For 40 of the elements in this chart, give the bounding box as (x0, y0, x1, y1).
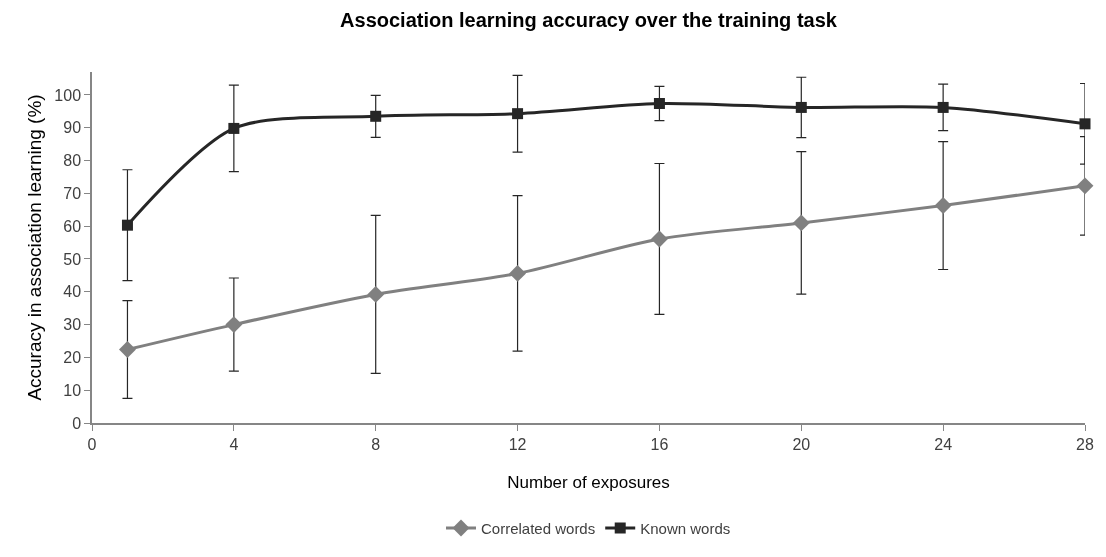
y-tick-label: 60 (63, 217, 82, 235)
y-tick-label: 90 (63, 119, 82, 137)
x-tick-label: 24 (934, 435, 953, 453)
y-axis-title: Accuracy in association learning (%) (23, 94, 45, 401)
point (121, 219, 133, 231)
x-tick-label: 8 (371, 435, 381, 453)
point (512, 108, 524, 120)
y-tick-label: 0 (72, 414, 82, 432)
point (792, 214, 810, 232)
point (937, 101, 949, 113)
x-tick-label: 0 (87, 435, 97, 453)
point (119, 341, 136, 358)
point (509, 264, 527, 282)
point (934, 197, 952, 214)
x-axis-title: Number of exposures (507, 472, 670, 492)
y-tick-label: 10 (63, 381, 82, 399)
point (795, 101, 807, 113)
y-tick-label: 100 (54, 86, 82, 104)
x-tick-label: 12 (508, 435, 527, 453)
chart-title: Association learning accuracy over the training task (340, 9, 838, 32)
point (1079, 118, 1091, 130)
point (367, 285, 385, 303)
x-tick-label: 28 (1076, 435, 1094, 453)
x-tick-label: 20 (792, 435, 811, 453)
point (228, 122, 240, 134)
y-tick-label: 50 (63, 250, 82, 268)
x-tick-label: 16 (650, 435, 669, 453)
point (225, 316, 243, 334)
x-tick-label: 4 (229, 435, 239, 453)
point (653, 97, 665, 109)
legend-label: Known words (640, 519, 731, 537)
y-tick-label: 80 (63, 152, 82, 170)
y-tick-label: 40 (63, 283, 82, 301)
point (650, 230, 668, 248)
point (370, 110, 382, 122)
legend-label: Correlated words (481, 519, 596, 537)
y-tick-label: 20 (63, 348, 82, 366)
y-tick-label: 30 (63, 316, 82, 334)
y-tick-label: 70 (63, 184, 82, 202)
point (1076, 177, 1094, 195)
